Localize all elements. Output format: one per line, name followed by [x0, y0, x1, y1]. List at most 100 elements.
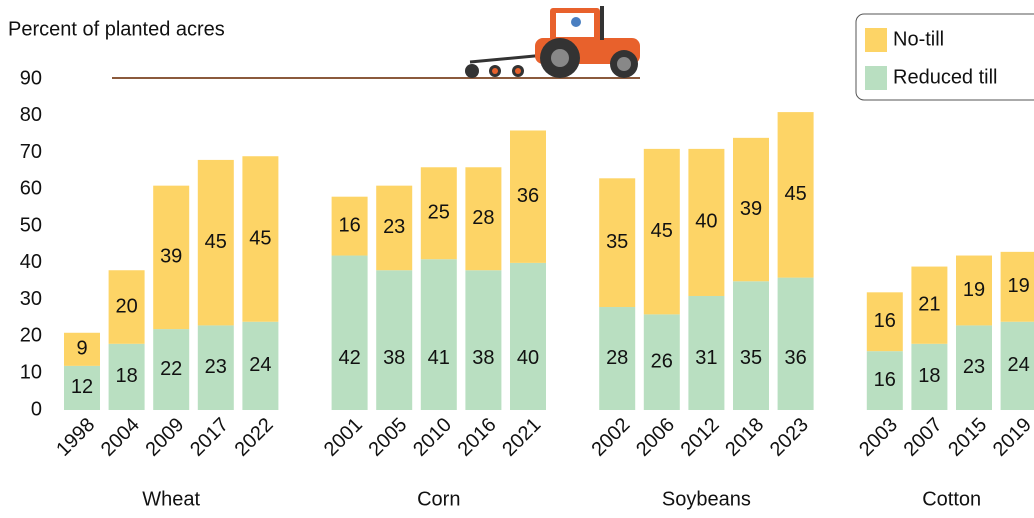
legend-swatch: [865, 66, 887, 90]
value-label: 24: [1007, 354, 1029, 376]
group-label: Wheat: [142, 488, 200, 510]
group-label: Corn: [417, 488, 460, 510]
bar-segment: [197, 159, 234, 326]
bar-segment: [866, 351, 903, 410]
x-tick-label: 2012: [677, 414, 724, 461]
bar-segment: [643, 148, 680, 315]
x-tick-label: 2009: [141, 414, 188, 461]
bar-segment: [911, 343, 948, 410]
bar-segment: [465, 167, 502, 271]
x-tick-label: 2021: [498, 414, 545, 461]
value-label: 19: [1007, 275, 1029, 297]
value-label: 39: [160, 246, 182, 268]
x-tick-label: 2015: [944, 414, 991, 461]
group-label: Soybeans: [662, 488, 751, 510]
x-tick-label: 1998: [52, 414, 99, 461]
legend-label: Reduced till: [893, 66, 998, 88]
value-label: 16: [338, 214, 360, 236]
value-label: 19: [963, 279, 985, 301]
value-label: 35: [740, 347, 762, 369]
value-label: 45: [249, 227, 271, 249]
value-label: 45: [784, 183, 806, 205]
bar-segment: [777, 112, 814, 278]
bar-segment: [777, 277, 814, 410]
x-tick-label: 2022: [231, 414, 278, 461]
bar-segment: [733, 281, 769, 410]
x-tick-label: 2004: [97, 414, 144, 461]
bar-segment: [197, 325, 234, 410]
bar-segment: [956, 325, 992, 410]
y-tick-label: 80: [20, 104, 42, 126]
bar-segment: [465, 270, 502, 410]
bar-segment: [64, 365, 100, 410]
legend-swatch: [865, 28, 887, 52]
y-tick-label: 20: [20, 325, 42, 347]
value-label: 40: [695, 211, 717, 233]
bar-segment: [242, 321, 279, 410]
value-label: 18: [115, 365, 137, 387]
x-tick-label: 2019: [989, 414, 1034, 461]
y-tick-label: 30: [20, 288, 42, 310]
bar-segment: [733, 137, 769, 282]
value-label: 42: [338, 347, 360, 369]
bar-segment: [64, 332, 100, 366]
bar-segment: [420, 259, 457, 410]
y-tick-label: 60: [20, 178, 42, 200]
bar-segment: [866, 292, 903, 352]
x-tick-label: 2002: [587, 414, 634, 461]
value-label: 31: [695, 347, 717, 369]
value-label: 28: [606, 347, 628, 369]
value-label: 40: [517, 347, 539, 369]
value-label: 20: [115, 295, 137, 317]
x-tick-label: 2003: [855, 414, 902, 461]
bar-segment: [510, 130, 546, 263]
value-label: 22: [160, 358, 182, 380]
value-label: 38: [472, 347, 494, 369]
y-axis-title: Percent of planted acres: [8, 18, 225, 40]
value-label: 24: [249, 354, 271, 376]
x-tick-label: 2007: [900, 414, 947, 461]
bar-segment: [599, 307, 636, 410]
y-tick-label: 0: [31, 398, 42, 420]
bar-segment: [1000, 251, 1034, 322]
x-tick-label: 2001: [320, 414, 367, 461]
bar-segment: [911, 266, 948, 344]
legend-label: No-till: [893, 28, 944, 50]
bar-segment: [376, 185, 413, 271]
bar-segment: [1000, 321, 1034, 410]
y-tick-label: 70: [20, 141, 42, 163]
value-label: 12: [71, 376, 93, 398]
value-label: 18: [918, 365, 940, 387]
bar-segment: [153, 185, 190, 330]
bar-segment: [956, 255, 992, 326]
value-label: 45: [651, 220, 673, 242]
x-tick-label: 2023: [766, 414, 813, 461]
value-label: 28: [472, 207, 494, 229]
x-tick-label: 2010: [409, 414, 456, 461]
bar-segment: [688, 295, 725, 410]
bar-segment: [420, 167, 457, 260]
value-label: 23: [383, 216, 405, 238]
x-tick-label: 2016: [454, 414, 501, 461]
value-label: 16: [874, 310, 896, 332]
bar-segment: [643, 314, 680, 410]
x-tick-label: 2006: [632, 414, 679, 461]
value-label: 36: [784, 347, 806, 369]
bar-segment: [153, 329, 190, 410]
value-label: 23: [205, 356, 227, 378]
bar-segment: [688, 148, 725, 296]
bar-segment: [108, 343, 145, 410]
x-tick-label: 2018: [721, 414, 768, 461]
value-label: 35: [606, 231, 628, 253]
y-tick-label: 40: [20, 251, 42, 273]
value-label: 26: [651, 350, 673, 372]
bar-segment: [108, 270, 145, 344]
x-tick-label: 2005: [364, 414, 411, 461]
value-label: 23: [963, 356, 985, 378]
bar-segment: [242, 156, 279, 322]
value-label: 41: [428, 347, 450, 369]
value-label: 39: [740, 198, 762, 220]
legend: [855, 13, 1034, 101]
value-label: 45: [205, 231, 227, 253]
